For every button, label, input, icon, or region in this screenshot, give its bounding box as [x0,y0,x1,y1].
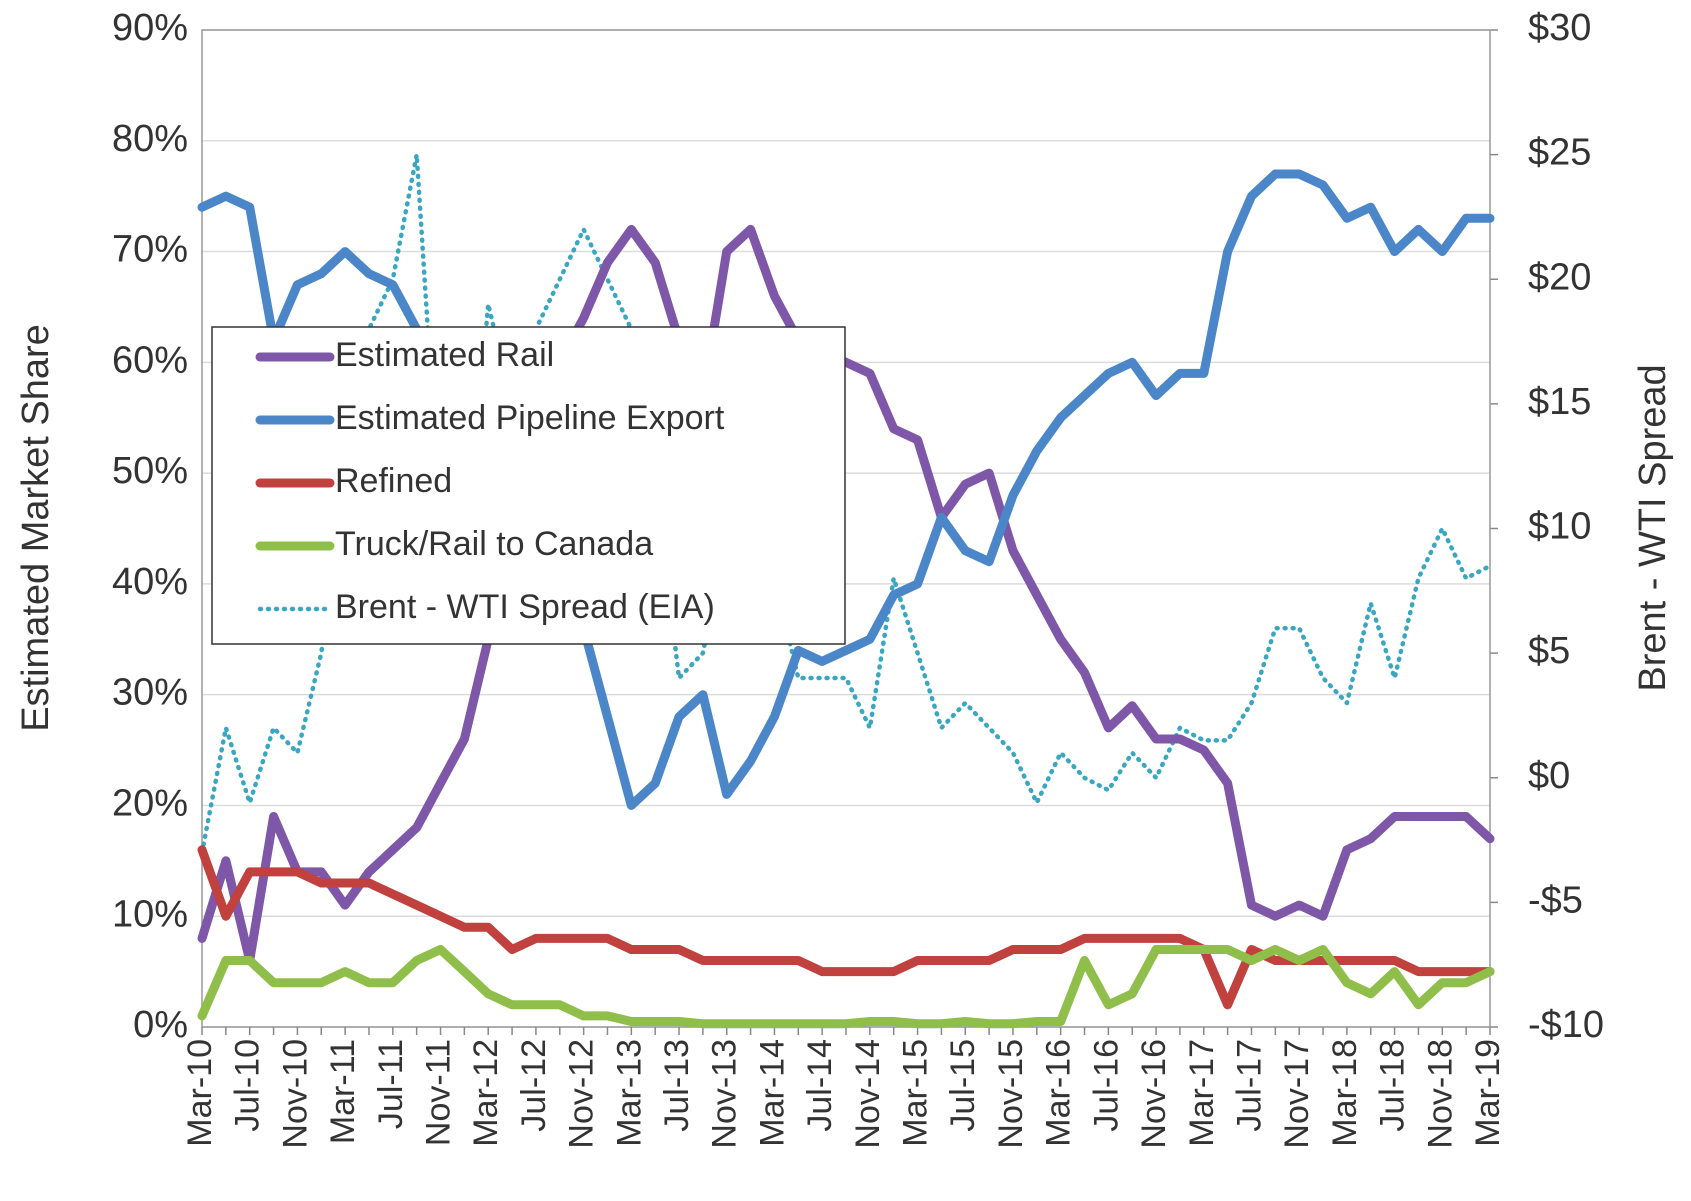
x-tick-label: Jul-17 [1230,1039,1268,1132]
x-tick-label: Mar-17 [1183,1039,1221,1147]
x-tick-label: Jul-14 [801,1039,839,1132]
y-axis-title: Estimated Market Share [15,324,57,732]
x-tick-label: Mar-10 [181,1039,219,1147]
x-tick-label: Nov-11 [420,1039,458,1146]
legend-label: Truck/Rail to Canada [335,525,653,563]
x-tick-label: Mar-18 [1326,1039,1364,1147]
y2-tick-label: $30 [1528,7,1591,49]
x-tick-label: Nov-14 [849,1039,887,1149]
y-tick-label: 40% [112,561,188,603]
x-tick-label: Nov-12 [563,1039,601,1149]
y2-tick-label: -$5 [1528,879,1583,921]
y2-tick-label: $0 [1528,755,1570,797]
x-tick-label: Jul-15 [944,1039,982,1132]
x-tick-label: Mar-14 [753,1039,791,1147]
y-tick-label: 10% [112,893,188,935]
x-tick-label: Jul-11 [372,1039,410,1129]
series-line [197,845,1495,1010]
x-tick-label: Mar-12 [467,1039,505,1147]
legend: Estimated Rail Estimated Pipeline Export R… [211,326,846,645]
x-tick-label: Jul-10 [229,1039,267,1132]
y2-tick-label: $10 [1528,506,1591,548]
y-tick-label: 50% [112,450,188,492]
x-tick-label: Mar-19 [1469,1039,1507,1147]
x-tick-label: Nov-16 [1135,1039,1173,1149]
y-tick-label: 80% [112,118,188,160]
y2-tick-label: $5 [1528,630,1570,672]
y-tick-label: 60% [112,339,188,381]
x-tick-label: Mar-11 [324,1039,362,1144]
x-tick-label: Mar-16 [1040,1039,1078,1147]
legend-label: Refined [335,462,452,500]
y2-tick-label: -$10 [1528,1004,1604,1046]
y2-tick-label: $15 [1528,381,1591,423]
x-tick-label: Mar-15 [897,1039,935,1147]
x-tick-label: Nov-15 [992,1039,1030,1149]
x-tick-label: Nov-18 [1421,1039,1459,1149]
x-tick-label: Jul-13 [658,1039,696,1132]
series-line [197,945,1495,1029]
x-tick-label: Nov-17 [1278,1039,1316,1149]
x-tick-label: Jul-16 [1087,1039,1125,1132]
y2-tick-label: $20 [1528,256,1591,298]
x-tick-label: Nov-10 [276,1039,314,1149]
y2-tick-label: $25 [1528,132,1591,174]
x-tick-label: Nov-13 [706,1039,744,1149]
x-tick-label: Mar-13 [610,1039,648,1147]
y-tick-label: 20% [112,782,188,824]
y2-axis-title: Brent - WTI Spread [1632,364,1674,691]
x-tick-label: Jul-18 [1374,1039,1412,1132]
x-tick-label: Jul-12 [515,1039,553,1132]
legend-label: Brent - WTI Spread (EIA) [335,588,715,626]
y-tick-label: 90% [112,7,188,49]
legend-label: Estimated Rail [335,336,554,374]
legend-label: Estimated Pipeline Export [335,399,725,437]
y-tick-label: 0% [133,1004,188,1046]
y-tick-label: 70% [112,229,188,271]
y-tick-label: 30% [112,672,188,714]
series-line [199,152,1493,855]
series-line [197,224,1495,965]
